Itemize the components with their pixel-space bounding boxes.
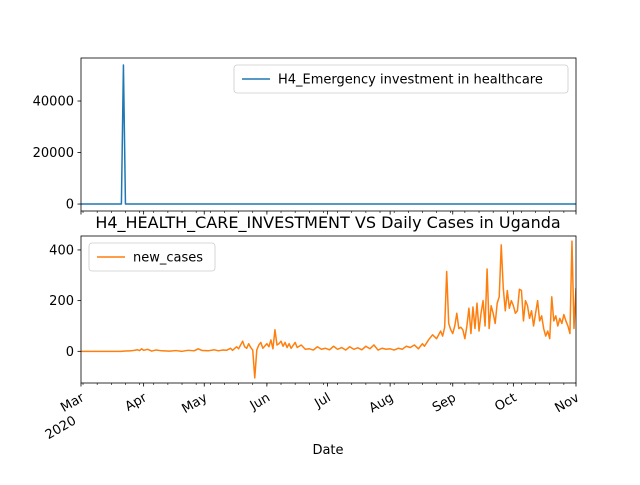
x-axis-label: Date — [312, 443, 343, 458]
legend-box — [88, 242, 216, 272]
y-tick-label: 40000 — [33, 95, 74, 110]
y-tick-label: 400 — [49, 243, 74, 258]
plot-frame — [80, 57, 577, 212]
y-tick-label: 200 — [49, 294, 74, 309]
legend: new_cases — [88, 242, 216, 272]
y-tick-label: 20000 — [33, 146, 74, 161]
legend-box — [233, 64, 569, 94]
top-panel: 0 20000 40000 H4_Emergency investment in he… — [33, 57, 577, 215]
y-tick-label: 0 — [66, 345, 74, 360]
chart-title: H4_HEALTH_CARE_INVESTMENT VS Daily Cases… — [95, 213, 560, 233]
legend: H4_Emergency investment in healthcare — [233, 64, 569, 94]
y-tick-label: 0 — [66, 198, 74, 213]
plot-frame — [80, 235, 577, 384]
series-line-h4-emergency-investment-in-healthcare — [81, 64, 576, 205]
x-tick-label: Jul — [312, 390, 334, 411]
legend-label: H4_Emergency investment in healthcare — [278, 73, 543, 88]
series-line-new-cases — [81, 240, 576, 379]
legend-label: new_cases — [133, 251, 203, 266]
